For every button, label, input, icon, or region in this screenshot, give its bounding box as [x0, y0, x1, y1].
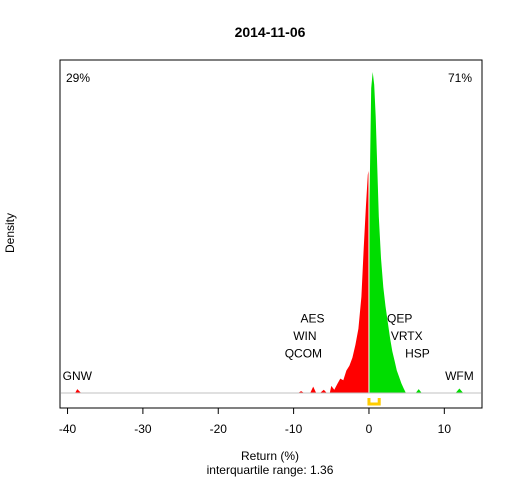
density-areas [75, 72, 464, 393]
annotation-qep: QEP [387, 311, 412, 325]
annotation-qcom: QCOM [285, 347, 322, 361]
iqr-marker [367, 398, 381, 406]
x-tick-label: 10 [438, 422, 452, 436]
x-tick-label: -10 [285, 422, 303, 436]
x-tick-label: 0 [366, 422, 373, 436]
annotation-vrtx: VRTX [391, 329, 423, 343]
annotation-aes: AES [300, 311, 324, 325]
annotation-win: WIN [293, 329, 316, 343]
annotation-wfm: WFM [445, 369, 474, 383]
positive-density-area [369, 72, 464, 393]
annotations: GNW AES WIN QCOM QEP VRTX HSP WFM [63, 311, 474, 383]
x-axis-label: Return (%) [241, 449, 299, 463]
chart-title: 2014-11-06 [235, 24, 306, 40]
x-tick-label: -30 [134, 422, 152, 436]
annotation-hsp: HSP [405, 347, 430, 361]
iqr-bracket [367, 398, 381, 406]
y-axis-label: Density [3, 213, 17, 253]
x-axis: -40 -30 -20 -10 0 10 [59, 407, 452, 436]
x-tick-label: -20 [210, 422, 228, 436]
left-percentage: 29% [66, 71, 90, 85]
negative-density-area [75, 168, 369, 393]
annotation-gnw: GNW [63, 369, 93, 383]
right-percentage: 71% [448, 71, 472, 85]
iqr-label: interquartile range: 1.36 [207, 463, 334, 477]
x-tick-label: -40 [59, 422, 77, 436]
